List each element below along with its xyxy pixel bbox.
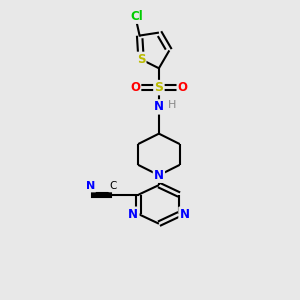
Text: H: H — [168, 100, 176, 110]
Text: N: N — [179, 208, 190, 221]
Text: N: N — [86, 181, 95, 191]
Text: O: O — [130, 81, 140, 94]
Text: N: N — [154, 169, 164, 182]
Text: S: S — [154, 81, 164, 94]
Text: O: O — [178, 81, 188, 94]
Text: N: N — [154, 100, 164, 113]
Text: C: C — [109, 181, 116, 191]
Text: N: N — [128, 208, 138, 221]
Text: S: S — [137, 53, 145, 66]
Text: Cl: Cl — [130, 10, 143, 23]
